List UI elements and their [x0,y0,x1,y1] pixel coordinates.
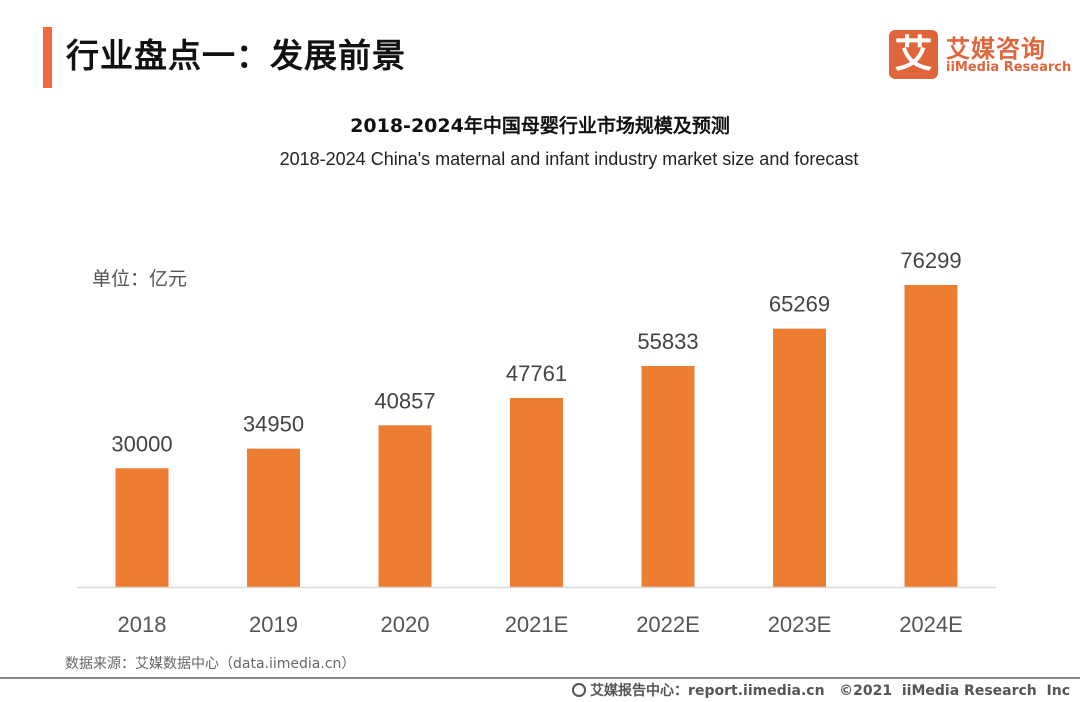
bar-2018 [115,468,169,587]
x-tick-label-2024E: 2024E [899,612,963,637]
unit-label: 单位：亿元 [92,268,188,290]
x-tick-label-2018: 2018 [118,612,167,637]
chart-subtitle: 2018-2024 China's maternal and infant in… [279,149,859,169]
footer-divider [0,677,1080,679]
bar-2019 [247,448,300,587]
x-tick-label-2023E: 2023E [768,612,832,637]
x-tick-label-2020: 2020 [381,612,430,637]
logo-name-en: iiMedia Research [946,60,1072,75]
bar-2020 [378,425,432,587]
footer-text: 艾媒报告中心：report.iimedia.cn ©2021 iiMedia R… [590,683,1070,699]
globe-icon [572,683,587,697]
logo-name-cn: 艾媒咨询 [946,35,1046,63]
data-label-2018: 30000 [111,431,172,456]
data-label-2024E: 76299 [900,248,961,273]
bar-2022E [641,366,695,587]
title-accent-bar [43,27,52,88]
logo-mark-icon: 艾 [889,30,938,79]
iimedia-logo: 艾 艾媒咨询 iiMedia Research [889,29,1071,81]
data-label-2021E: 47761 [506,361,567,386]
data-label-2019: 34950 [243,412,304,437]
data-label-2020: 40857 [374,388,435,413]
x-tick-label-2019: 2019 [249,612,298,637]
bar-2023E [773,328,826,587]
data-label-2022E: 55833 [637,329,698,354]
x-tick-label-2021E: 2021E [505,612,569,637]
chart-title: 2018-2024年中国母婴行业市场规模及预测 [350,115,730,137]
data-label-2023E: 65269 [769,292,830,317]
page-title: 行业盘点一：发展前景 [66,36,406,75]
bar-2024E [904,285,958,587]
bar-2021E [510,397,563,587]
footer: 艾媒报告中心：report.iimedia.cn ©2021 iiMedia R… [572,680,1070,700]
data-source: 数据来源：艾媒数据中心（data.iimedia.cn） [65,656,356,672]
x-tick-label-2022E: 2022E [636,612,700,637]
